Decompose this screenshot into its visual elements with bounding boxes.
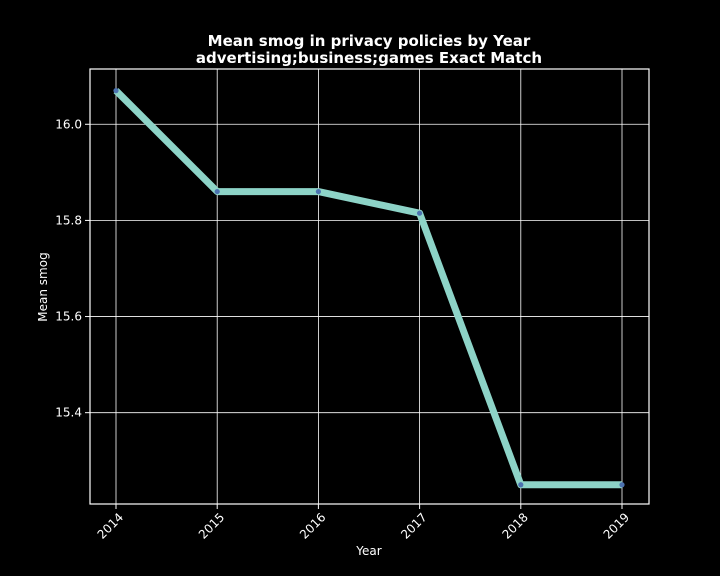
series-line xyxy=(113,88,622,489)
chart-title-line2: advertising;business;games Exact Match xyxy=(196,49,542,67)
data-point xyxy=(518,482,524,488)
x-ticks: 2014 2015 2016 2017 2018 2019 xyxy=(95,504,632,542)
plot-frame xyxy=(89,68,650,505)
x-tick-label: 2019 xyxy=(601,510,632,541)
x-tick-label: 2018 xyxy=(499,510,530,541)
y-tick-label: 15.8 xyxy=(55,213,82,227)
y-tick-label: 15.6 xyxy=(55,310,82,324)
data-point xyxy=(113,88,119,94)
data-point xyxy=(417,210,423,216)
y-axis-label: Mean smog xyxy=(36,252,50,321)
x-tick-label: 2017 xyxy=(398,510,429,541)
grid xyxy=(90,69,649,504)
x-axis-label: Year xyxy=(355,544,381,558)
data-point xyxy=(619,482,625,488)
marker-layer xyxy=(113,88,625,488)
series-line-layer xyxy=(113,88,622,489)
x-tick-label: 2015 xyxy=(196,510,227,541)
y-ticks: 15.4 15.6 15.8 16.0 xyxy=(55,117,90,420)
x-tick-label: 2016 xyxy=(297,510,328,541)
y-tick-label: 15.4 xyxy=(55,406,82,420)
chart-title-line1: Mean smog in privacy policies by Year xyxy=(208,32,531,50)
data-point xyxy=(315,188,321,195)
y-tick-label: 16.0 xyxy=(55,117,82,131)
x-tick-label: 2014 xyxy=(95,510,126,541)
data-point xyxy=(214,188,220,195)
